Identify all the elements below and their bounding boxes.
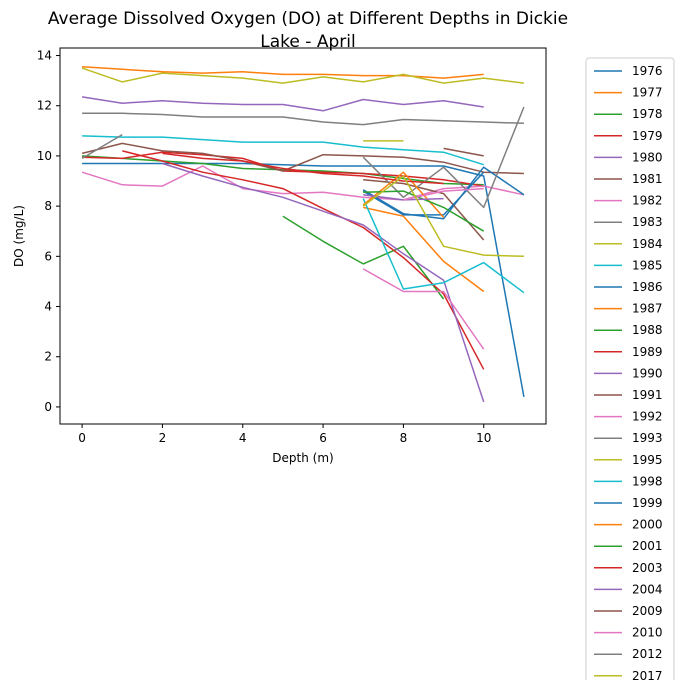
y-tick-label: 14 xyxy=(37,49,52,63)
y-tick-label: 6 xyxy=(44,249,52,263)
series-line-2010 xyxy=(403,187,484,201)
legend-label-1983: 1983 xyxy=(632,215,663,229)
series-line-1984 xyxy=(81,67,524,84)
legend-label-1988: 1988 xyxy=(632,323,663,337)
legend-label-1989: 1989 xyxy=(632,345,663,359)
legend-label-1980: 1980 xyxy=(632,150,663,164)
legend: 1976 1977 1978 1979 1980 1981 1982 1983 1984 1985… xyxy=(585,57,675,680)
x-tick-label: 8 xyxy=(400,431,408,445)
series-line-1980 xyxy=(81,96,484,112)
legend-label-2004: 2004 xyxy=(632,582,663,596)
legend-label-2012: 2012 xyxy=(632,647,663,661)
legend-label-2001: 2001 xyxy=(632,539,663,553)
x-tick-label: 2 xyxy=(159,431,167,445)
series-line-1983 xyxy=(82,112,524,126)
y-tick-label: 2 xyxy=(44,350,52,364)
legend-label-1990: 1990 xyxy=(632,366,663,380)
legend-label-1977: 1977 xyxy=(632,86,663,100)
legend-label-1976: 1976 xyxy=(632,64,663,78)
x-tick-label: 6 xyxy=(319,431,327,445)
series-line-1998 xyxy=(362,198,525,294)
legend-label-2010: 2010 xyxy=(632,626,663,640)
legend-label-1978: 1978 xyxy=(632,107,663,121)
series-line-1976 xyxy=(82,162,525,398)
legend-label-1981: 1981 xyxy=(632,172,663,186)
legend-label-1998: 1998 xyxy=(632,474,663,488)
chart-title-line-1: Average Dissolved Oxygen (DO) at Differe… xyxy=(48,9,568,29)
legend-label-1986: 1986 xyxy=(632,280,663,294)
legend-label-2009: 2009 xyxy=(632,604,663,618)
legend-label-2017: 2017 xyxy=(632,669,663,680)
legend-label-2000: 2000 xyxy=(632,518,663,532)
series-line-1982 xyxy=(81,165,525,201)
y-axis-label: DO (mg/L) xyxy=(12,205,26,267)
x-axis-label: Depth (m) xyxy=(272,451,333,465)
legend-label-1995: 1995 xyxy=(632,453,663,467)
series-line-1991 xyxy=(363,179,485,241)
series-line-1977 xyxy=(82,66,484,79)
x-tick-label: 0 xyxy=(78,431,86,445)
legend-label-2003: 2003 xyxy=(632,561,663,575)
series-line-1989 xyxy=(122,150,485,370)
series-line-1986 xyxy=(362,166,525,220)
legend-label-1991: 1991 xyxy=(632,388,663,402)
legend-label-1987: 1987 xyxy=(632,302,663,316)
x-axis: 0 2 4 6 8 10 xyxy=(78,424,491,445)
series-line-1985 xyxy=(82,135,484,166)
plot-area-frame xyxy=(59,47,547,425)
series-line-1981 xyxy=(81,142,524,175)
legend-label-1999: 1999 xyxy=(632,496,663,510)
legend-label-1982: 1982 xyxy=(632,194,663,208)
y-tick-label: 8 xyxy=(44,199,52,213)
series-line-2009 xyxy=(443,147,484,157)
series-line-1990 xyxy=(162,162,485,403)
x-tick-label: 10 xyxy=(476,431,491,445)
series-line-1987 xyxy=(363,206,485,293)
x-tick-label: 4 xyxy=(239,431,247,445)
y-tick-label: 12 xyxy=(37,99,52,113)
y-tick-label: 4 xyxy=(44,300,52,314)
legend-label-1985: 1985 xyxy=(632,258,663,272)
series-line-1988 xyxy=(282,215,445,300)
series-line-1992 xyxy=(362,268,485,350)
series-lines xyxy=(81,66,525,403)
y-axis: 0 2 4 6 8 10 12 14 xyxy=(37,49,60,414)
series-line-1978 xyxy=(82,155,484,186)
series-line-2017 xyxy=(362,175,524,258)
legend-label-1979: 1979 xyxy=(632,129,663,143)
series-line-2012 xyxy=(81,133,123,160)
legend-label-1993: 1993 xyxy=(632,431,663,445)
series-line-1999 xyxy=(362,171,485,216)
y-tick-label: 10 xyxy=(37,149,52,163)
y-tick-label: 0 xyxy=(44,400,52,414)
legend-label-1992: 1992 xyxy=(632,410,663,424)
legend-label-1984: 1984 xyxy=(632,237,663,251)
chart-title-line-2: Lake - April xyxy=(260,32,355,52)
